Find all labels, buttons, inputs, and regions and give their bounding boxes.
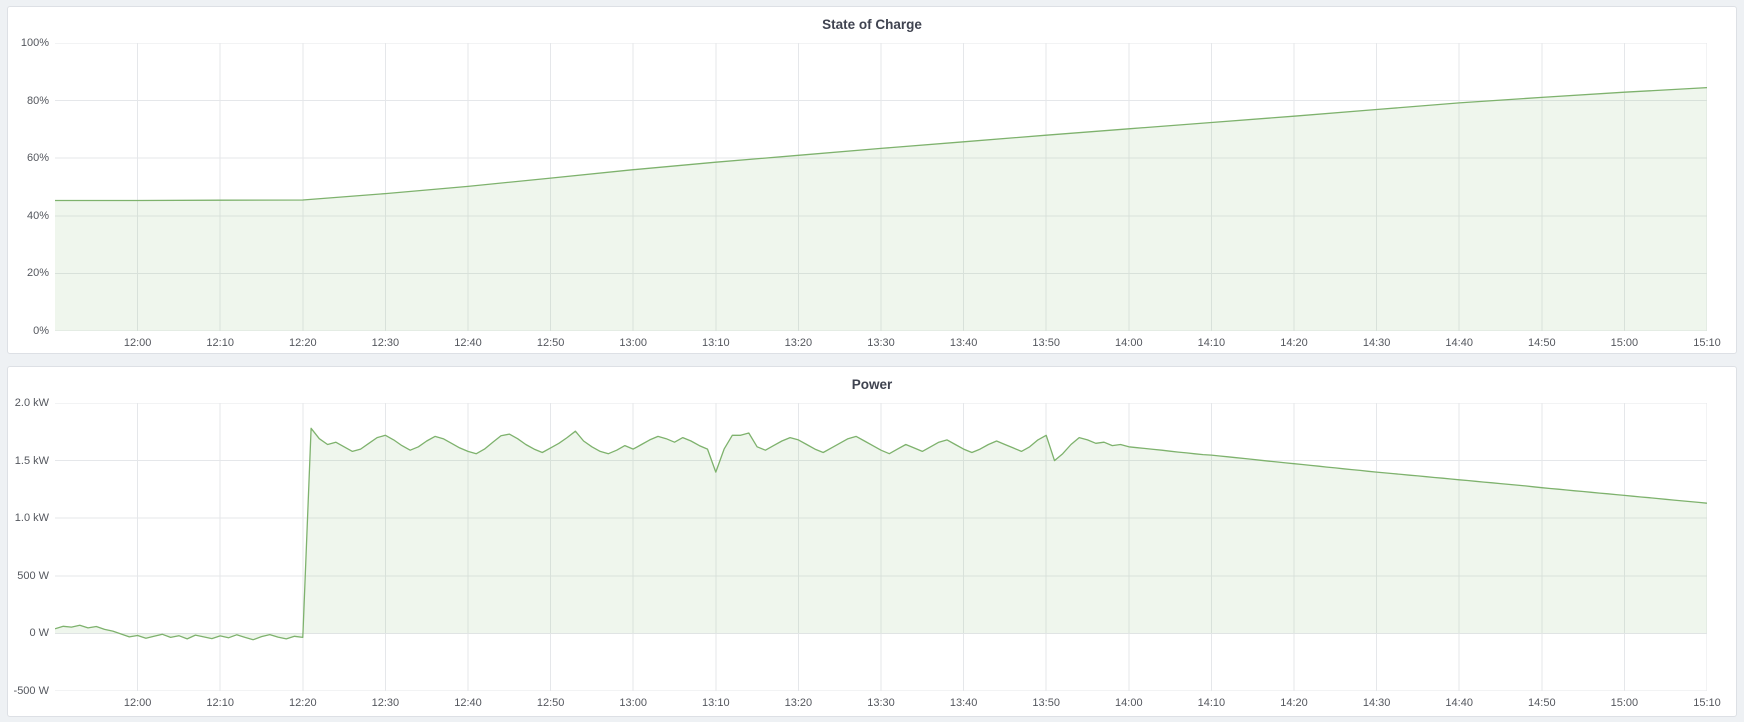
x-axis-tick-label: 12:20 [289,697,317,709]
y-axis-tick-label: 0% [33,325,49,337]
x-axis-tick-label: 14:30 [1362,697,1391,709]
x-axis-tick-label: 13:20 [784,697,813,709]
power-panel: Power -500 W 0 W 500 W 1.0 kW 1.5 kW 2.0 kW 12… [7,366,1737,717]
series-area-fill [55,428,1707,640]
state-of-charge-plot-area[interactable] [55,43,1707,331]
x-axis-tick-label: 14:50 [1528,697,1556,709]
x-axis-tick-label: 15:00 [1610,337,1639,349]
x-axis-tick-label: 14:50 [1528,337,1556,349]
x-axis-tick-label: 12:10 [206,697,234,709]
y-axis-tick-label: -500 W [13,685,49,697]
x-axis-tick-label: 12:30 [371,337,400,349]
x-axis-tick-label: 13:10 [702,337,730,349]
series-line [55,86,1707,202]
x-axis-tick-label: 15:10 [1693,337,1721,349]
x-axis-tick-label: 14:30 [1362,337,1391,349]
x-axis-tick-label: 13:50 [1032,337,1060,349]
x-axis-tick-label: 15:00 [1610,697,1639,709]
x-axis-tick-label: 14:10 [1197,337,1226,349]
x-axis-tick-label: 12:30 [371,697,400,709]
series-line [55,427,1707,641]
y-axis-tick-label: 2.0 kW [14,397,49,409]
x-axis-tick-label: 13:20 [784,337,813,349]
x-axis-tick-label: 13:50 [1032,697,1060,709]
x-axis-tick-label: 12:40 [454,337,482,349]
y-axis-tick-label: 60% [26,152,49,165]
x-axis-tick-label: 12:50 [536,337,565,349]
x-axis-tick-label: 12:00 [123,337,152,349]
x-axis-tick-label: 14:00 [1115,337,1143,349]
state-of-charge-panel-title[interactable]: State of Charge [822,17,922,32]
x-axis-tick-label: 12:00 [123,697,152,709]
x-axis-tick-label: 13:10 [702,697,730,709]
y-axis-tick-label: 1.5 kW [14,454,49,467]
state-of-charge-panel: State of Charge 0% 20% 40% 60% 80% 100% 12:00 1… [7,6,1737,354]
x-axis-tick-label: 13:40 [949,697,978,709]
x-axis-tick-label: 13:30 [867,337,895,349]
x-axis-tick-label: 14:20 [1280,697,1308,709]
x-axis-tick-label: 12:40 [454,697,482,709]
x-axis-tick-label: 13:00 [619,337,647,349]
y-axis-tick-label: 80% [26,94,49,107]
x-axis-tick-label: 14:40 [1445,697,1473,709]
x-axis-tick-label: 15:10 [1693,697,1721,709]
power-panel-title[interactable]: Power [851,377,893,392]
y-axis-tick-label: 40% [26,209,49,222]
y-axis-tick-label: 20% [26,267,49,280]
y-axis-tick-label: 100% [20,37,49,49]
x-axis-tick-label: 13:40 [949,337,978,349]
chart-canvas [55,43,1707,331]
x-axis-tick-label: 13:30 [867,697,895,709]
chart-canvas [55,403,1707,691]
power-plot-area[interactable] [55,403,1707,691]
x-axis-tick-label: 14:10 [1197,697,1226,709]
x-axis-tick-label: 14:40 [1445,337,1473,349]
y-axis-tick-label: 1.0 kW [14,512,49,525]
y-axis-tick-label: 0 W [29,627,49,640]
x-axis-tick-label: 12:10 [206,337,234,349]
x-axis-tick-label: 14:20 [1280,337,1308,349]
y-axis-tick-label: 500 W [17,569,49,582]
x-axis-tick-label: 13:00 [619,697,647,709]
series-area-fill [55,87,1707,331]
x-axis-tick-label: 12:20 [289,337,317,349]
x-axis-tick-label: 12:50 [536,697,565,709]
x-axis-tick-label: 14:00 [1115,697,1143,709]
